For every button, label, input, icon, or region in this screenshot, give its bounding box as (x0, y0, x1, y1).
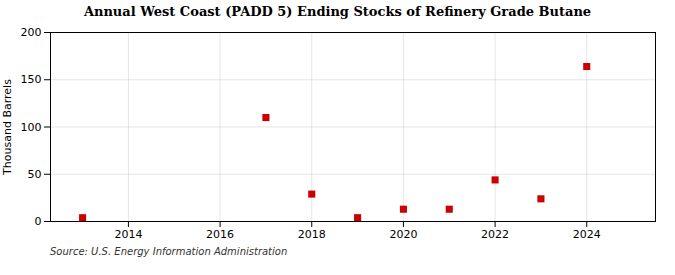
svg-text:50: 50 (28, 168, 42, 181)
svg-text:100: 100 (21, 121, 42, 134)
svg-text:200: 200 (21, 26, 42, 39)
svg-text:2016: 2016 (206, 228, 234, 241)
svg-text:0: 0 (35, 215, 42, 228)
svg-text:2020: 2020 (389, 228, 417, 241)
svg-text:2018: 2018 (298, 228, 326, 241)
html-text:Source: U.S. Energy Informatio: Source: U.S. Energy Information Administ… (50, 246, 288, 257)
svg-text:2024: 2024 (573, 228, 601, 241)
svg-text:Thousand Barrels: Thousand Barrels (1, 79, 14, 176)
svg-text:2014: 2014 (114, 228, 142, 241)
svg-text:2022: 2022 (481, 228, 509, 241)
svg-text:150: 150 (21, 73, 42, 86)
html-text:Annual West Coast (PADD 5) End: Annual West Coast (PADD 5) Ending Stocks… (83, 4, 592, 19)
